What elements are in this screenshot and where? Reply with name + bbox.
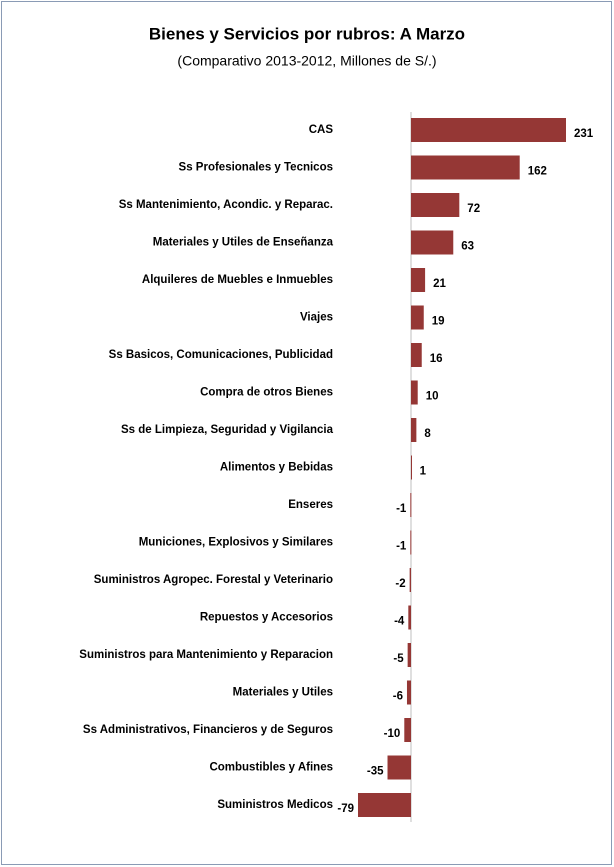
bar — [411, 418, 417, 442]
chart-subtitle: (Comparativo 2013-2012, Millones de S/.) — [177, 53, 436, 69]
bar — [411, 193, 460, 217]
bar — [411, 268, 426, 292]
bar — [406, 680, 411, 705]
value-label: -6 — [393, 691, 403, 703]
category-label: CAS — [309, 124, 334, 136]
category-label: Municiones, Explosivos y Similares — [139, 537, 333, 549]
bar — [410, 530, 412, 555]
category-label: Compra de otros Bienes — [200, 387, 333, 399]
value-label: -10 — [384, 728, 401, 740]
category-label: Combustibles y Afines — [209, 762, 333, 774]
category-label: Ss Basicos, Comunicaciones, Publicidad — [109, 349, 333, 361]
value-label: -79 — [337, 803, 354, 815]
bar — [411, 230, 454, 255]
bar — [411, 343, 422, 367]
value-label: -5 — [393, 653, 404, 665]
value-label: 63 — [461, 241, 474, 253]
value-label: 10 — [426, 391, 439, 403]
bar — [357, 793, 411, 817]
category-label: Viajes — [300, 312, 333, 324]
bar — [408, 605, 411, 630]
category-label: Alquileres de Muebles e Inmuebles — [142, 274, 333, 286]
category-label: Suministros para Mantenimiento y Reparac… — [79, 649, 333, 661]
value-label: -1 — [396, 541, 407, 553]
bar — [404, 718, 411, 742]
category-label: Materiales y Utiles de Enseñanza — [153, 237, 334, 249]
category-label: Repuestos y Accesorios — [200, 612, 333, 624]
category-label: Suministros Medicos — [217, 799, 333, 811]
value-label: 8 — [424, 428, 431, 440]
category-label: Ss Mantenimiento, Acondic. y Reparac. — [119, 199, 333, 211]
category-label: Ss Administrativos, Financieros y de Seg… — [83, 724, 333, 736]
bar — [387, 755, 411, 780]
value-label: 21 — [433, 278, 446, 290]
bar — [411, 455, 412, 480]
value-label: -4 — [394, 616, 405, 628]
category-label: Ss Profesionales y Tecnicos — [179, 162, 333, 174]
value-label: 16 — [430, 353, 443, 365]
bar — [411, 305, 424, 330]
value-label: -35 — [367, 766, 384, 778]
category-label: Suministros Agropec. Forestal y Veterina… — [94, 574, 333, 586]
chart-title: Bienes y Servicios por rubros: A Marzo — [149, 24, 465, 43]
value-label: 231 — [574, 128, 594, 140]
bar — [411, 155, 520, 180]
value-label: 19 — [432, 316, 445, 328]
category-label: Ss de Limpieza, Seguridad y Vigilancia — [121, 424, 334, 436]
value-label: 1 — [420, 466, 427, 478]
bar — [409, 568, 411, 592]
category-label: Materiales y Utiles — [233, 687, 333, 699]
value-label: 162 — [528, 166, 547, 178]
value-label: -2 — [395, 578, 405, 590]
bar — [410, 493, 412, 517]
value-label: -1 — [396, 503, 407, 515]
value-label: 72 — [467, 203, 480, 215]
bar — [407, 643, 411, 667]
bar — [411, 118, 566, 142]
bar — [411, 380, 418, 405]
category-label: Enseres — [288, 499, 333, 511]
category-label: Alimentos y Bebidas — [220, 462, 333, 474]
